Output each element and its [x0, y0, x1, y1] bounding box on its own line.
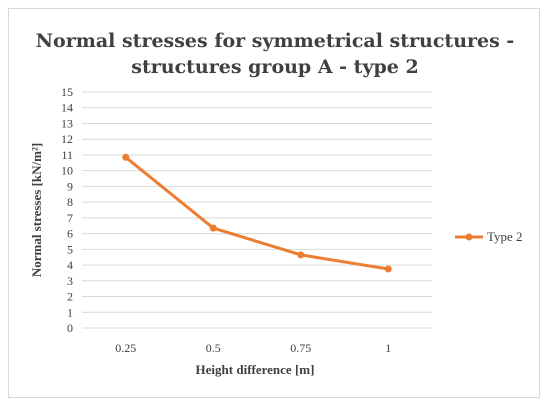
- gridlines: [82, 91, 432, 329]
- x-tick-label: 1: [385, 341, 391, 355]
- y-tick-label: 7: [67, 211, 73, 225]
- data-point: [297, 251, 305, 259]
- y-axis-label: Normal stresses [kN/m²]: [29, 143, 44, 277]
- x-tick-labels: 0.25 0.5 0.75 1: [115, 341, 391, 355]
- y-tick-label: 15: [61, 85, 73, 99]
- y-tick-label: 1: [67, 305, 73, 319]
- x-tick-label: 0.25: [115, 341, 136, 355]
- legend-marker: [465, 233, 473, 241]
- y-tick-label: 12: [61, 132, 73, 146]
- y-tick-label: 3: [67, 274, 73, 288]
- chart-title-line-1: Normal stresses for symmetrical structur…: [36, 30, 515, 52]
- series-group: [122, 153, 392, 273]
- y-tick-label: 14: [61, 101, 73, 115]
- data-point: [209, 224, 217, 232]
- y-tick-label: 8: [67, 195, 73, 209]
- x-axis-label: Height difference [m]: [196, 362, 315, 377]
- y-tick-label: 4: [67, 258, 73, 272]
- y-tick-label: 0: [67, 321, 73, 335]
- y-tick-label: 10: [61, 164, 73, 178]
- y-tick-label: 2: [67, 290, 73, 304]
- chart-title-line-2: structures group A - type 2: [131, 56, 418, 78]
- y-tick-label: 6: [67, 227, 73, 241]
- legend-label: Type 2: [487, 229, 523, 244]
- x-tick-label: 0.75: [290, 341, 311, 355]
- x-tick-label: 0.5: [206, 341, 221, 355]
- y-tick-label: 5: [67, 242, 73, 256]
- y-tick-label: 11: [61, 148, 73, 162]
- data-point: [384, 265, 392, 273]
- y-tick-label: 9: [67, 179, 73, 193]
- legend: Type 2: [455, 229, 523, 244]
- series-line: [124, 156, 389, 271]
- y-tick-label: 13: [61, 116, 73, 130]
- data-point: [122, 153, 130, 161]
- chart-frame: [8, 8, 540, 398]
